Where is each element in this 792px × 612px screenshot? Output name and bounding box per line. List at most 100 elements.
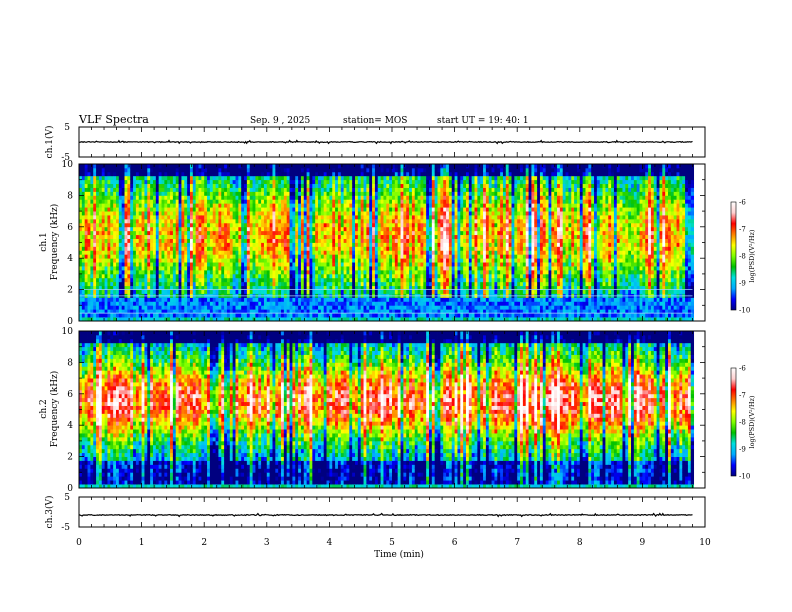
spectrogram-cell <box>394 167 399 173</box>
spectrogram-cell <box>226 203 231 208</box>
spectrogram-cell <box>423 242 427 247</box>
spectrogram-cell <box>184 273 188 279</box>
spectrogram-cell <box>380 273 384 279</box>
spectrogram-cell <box>337 222 342 228</box>
spectrogram-cell <box>283 230 288 236</box>
spectrogram-cell <box>207 222 211 228</box>
spectrogram-cell <box>212 317 216 322</box>
spectrogram-cell <box>258 179 262 185</box>
spectrogram-cell <box>363 297 367 302</box>
spectrogram-cell <box>107 183 111 188</box>
spectrogram-cell <box>266 195 271 200</box>
spectrogram-cell <box>81 167 86 173</box>
spectrogram-cell <box>380 258 384 263</box>
spectrogram-cell <box>252 203 256 208</box>
spectrogram-cell <box>155 305 160 310</box>
spectrogram-cell <box>389 269 393 275</box>
spectrogram-cell <box>269 191 273 196</box>
spectrogram-cell <box>414 199 419 204</box>
spectrogram-cell <box>93 313 97 318</box>
spectrogram-cell <box>403 215 407 220</box>
spectrogram-cell <box>374 317 379 322</box>
spectrogram-cell <box>144 246 148 251</box>
spectrogram-cell <box>192 246 197 251</box>
spectrogram-cell <box>269 222 273 228</box>
spectrogram-cell <box>414 273 419 279</box>
spectrogram-cell <box>155 242 160 247</box>
spectrogram-cell <box>158 269 162 275</box>
spectrogram-cell <box>212 195 216 200</box>
spectrogram-cell <box>152 167 157 173</box>
spectrogram-cell <box>235 226 239 232</box>
spectrogram-cell <box>207 281 211 287</box>
spectrogram-cell <box>363 250 367 255</box>
spectrogram-cell <box>96 313 100 318</box>
spectrogram-cell <box>366 317 370 322</box>
spectrogram-cell <box>175 215 179 220</box>
spectrogram-cell <box>340 222 345 228</box>
spectrogram-cell <box>147 297 151 302</box>
spectrogram-cell <box>195 167 199 173</box>
spectrogram-cell <box>138 230 142 236</box>
spectrogram-cell <box>133 211 137 216</box>
spectrogram-cell <box>269 262 273 267</box>
spectrogram-cell <box>246 317 251 322</box>
spectrogram-cell <box>252 226 256 232</box>
spectrogram-cell <box>315 262 319 267</box>
spectrogram-cell <box>355 273 359 279</box>
spectrogram-cell <box>275 297 279 302</box>
spectrogram-cell <box>207 230 211 236</box>
spectrogram-cell <box>366 230 370 236</box>
spectrogram-cell <box>141 305 145 310</box>
spectrogram-cell <box>107 254 111 259</box>
spectrogram-cell <box>198 246 202 251</box>
spectrogram-cell <box>295 297 299 302</box>
spectrogram-cell <box>320 238 325 243</box>
spectrogram-cell <box>263 281 268 287</box>
spectrogram-cell <box>189 285 194 291</box>
spectrogram-cell <box>357 262 362 267</box>
spectrogram-cell <box>275 211 279 216</box>
spectrogram-cell <box>107 285 111 291</box>
spectrogram-cell <box>218 167 222 173</box>
spectrogram-cell <box>343 273 347 279</box>
spectrogram-cell <box>195 297 199 302</box>
spectrogram-cell <box>204 266 208 271</box>
spectrogram-cell <box>87 289 91 294</box>
spectrogram-cell <box>406 238 410 243</box>
spectrogram-cell <box>229 242 234 247</box>
spectrogram-cell <box>249 313 253 318</box>
spectrogram-cell <box>355 289 359 294</box>
spectrogram-cell <box>246 222 251 228</box>
spectrogram-cell <box>289 195 293 200</box>
spectrogram-cell <box>124 203 128 208</box>
spectrogram-cell <box>218 238 222 243</box>
spectrogram-cell <box>107 164 111 169</box>
spectrogram-cell <box>337 250 342 255</box>
spectrogram-cell <box>275 289 279 294</box>
spectrogram-cell <box>235 218 239 224</box>
spectrogram-cell <box>229 230 234 236</box>
spectrogram-cell <box>170 281 174 287</box>
spectrogram-cell <box>355 242 359 247</box>
spectrogram-cell <box>355 171 359 177</box>
spectrogram-cell <box>221 313 225 318</box>
spectrogram-cell <box>147 179 151 185</box>
spectrogram-cell <box>101 171 106 177</box>
spectrogram-cell <box>147 195 151 200</box>
spectrogram-cell <box>204 207 208 212</box>
spectrogram-cell <box>360 230 364 236</box>
spectrogram-cell <box>275 242 279 247</box>
spectrogram-cell <box>423 164 427 169</box>
spectrogram-cell <box>306 301 310 306</box>
spectrogram-cell <box>167 222 171 228</box>
spectrogram-cell <box>115 309 120 314</box>
spectrogram-cell <box>212 226 216 232</box>
spectrogram-cell <box>360 262 364 267</box>
spectrogram-cell <box>98 191 103 196</box>
spectrogram-cell <box>135 269 140 275</box>
spectrogram-cell <box>346 313 350 318</box>
spectrogram-cell <box>110 273 114 279</box>
spectrogram-cell <box>124 222 128 228</box>
spectrogram-cell <box>406 215 410 220</box>
